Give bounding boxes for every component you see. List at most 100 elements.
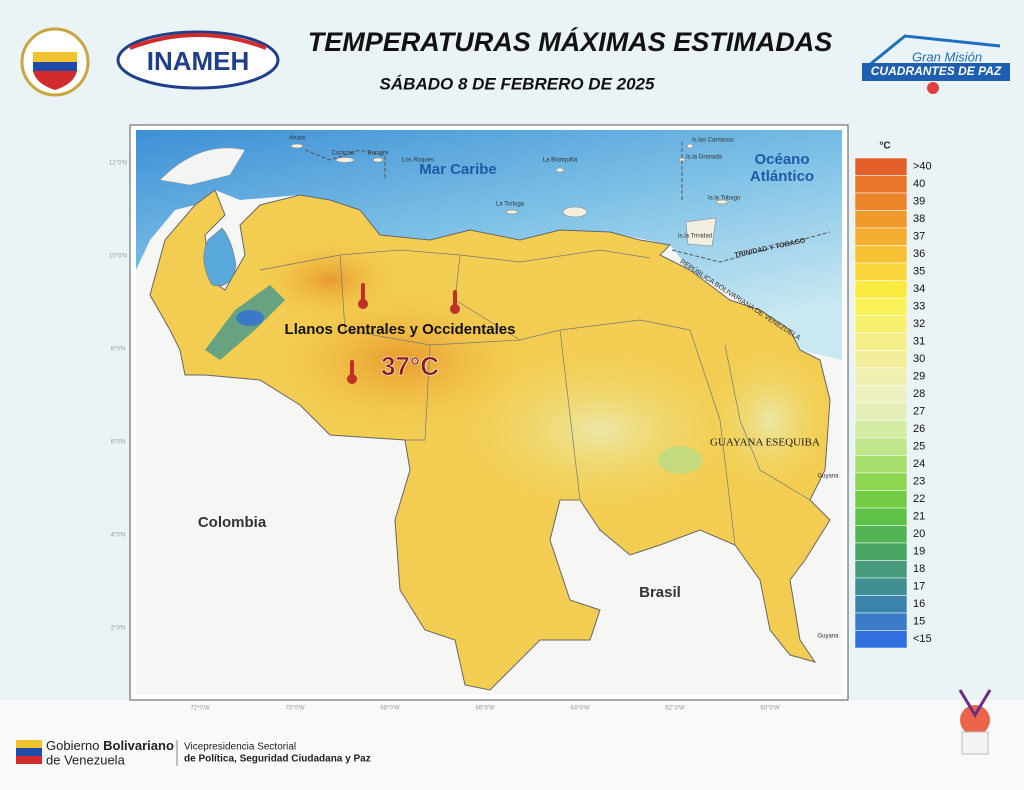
island-label: Is.las Carriacou: [692, 138, 734, 144]
island-label: Curazao: [332, 151, 355, 157]
legend-swatch: [854, 227, 908, 246]
guajira: [159, 147, 246, 186]
longitude-label: 70°0'W: [285, 706, 305, 712]
legend-label: 17: [913, 581, 925, 593]
longitude-labels: 72°0'W 70°0'W 68°0'W 66°0'W 64°0'W 62°0'W 60°0…: [190, 706, 780, 712]
legend-swatch: [854, 525, 908, 544]
legend-label: 29: [913, 371, 925, 383]
legend-swatch: [854, 490, 908, 509]
legend-label: 27: [913, 406, 925, 418]
country-label: Colombia: [198, 514, 267, 531]
legend-label: 37: [913, 231, 925, 243]
legend-swatch: [854, 315, 908, 334]
footer-band: [0, 700, 1024, 790]
footer-text: Bolivariano: [103, 738, 174, 753]
logo-text: CUADRANTES DE PAZ: [871, 64, 1002, 78]
legend-label: >40: [913, 161, 932, 173]
region-highlight: Llanos Centrales y Occidentales: [285, 321, 516, 338]
legend-swatch: [854, 542, 908, 561]
legend-label: 30: [913, 353, 925, 365]
latitude-labels: 12°0'N 10°0'N 8°0'N 6°0'N 4°0'N 2°0'N: [109, 161, 127, 632]
footer-text: Vicepresidencia Sectorial: [184, 742, 296, 753]
footer-text: de Venezuela: [46, 752, 126, 767]
legend-label: 40: [913, 178, 925, 190]
island-label: La Blanquilla: [543, 158, 578, 164]
longitude-label: 60°0'W: [760, 706, 780, 712]
latitude-label: 8°0'N: [111, 347, 126, 353]
logo-200: [958, 689, 992, 755]
thermometer-icons: [347, 283, 460, 384]
legend: >40 40 39 38 37 36 35 34 33 32 31 30 29 28 27 26 25 24 23 2…: [854, 157, 932, 649]
legend-swatch: [854, 157, 908, 176]
legend-swatch: [854, 192, 908, 211]
cool-zone: [658, 446, 702, 474]
legend-swatch: [854, 472, 908, 491]
island-label: Is.la Granada: [686, 155, 723, 161]
andes-peak: [236, 310, 264, 326]
legend-swatch: [854, 402, 908, 421]
legend-label: 22: [913, 493, 925, 505]
legend-label: 33: [913, 301, 925, 313]
longitude-label: 64°0'W: [570, 706, 590, 712]
latitude-label: 2°0'N: [111, 626, 126, 632]
footer-text: Gobierno Bolivariano: [46, 738, 174, 753]
logo-inameh: INAMEH: [116, 30, 280, 90]
hot-zone: [270, 290, 530, 430]
island-label: Los Roques: [402, 158, 434, 164]
legend-swatch: [854, 245, 908, 264]
country-label: Guyana: [817, 634, 839, 640]
title: TEMPERATURAS MÁXIMAS ESTIMADAS: [308, 26, 833, 57]
legend-label: 18: [913, 563, 925, 575]
island-label: Aruba: [289, 136, 306, 142]
legend-swatch: [854, 385, 908, 404]
latitude-label: 6°0'N: [111, 440, 126, 446]
legend-label: 39: [913, 196, 925, 208]
legend-label: 23: [913, 476, 925, 488]
legend-label: 21: [913, 511, 925, 523]
ocean: [136, 130, 842, 360]
legend-label: 15: [913, 616, 925, 628]
longitude-label: 62°0'W: [665, 706, 685, 712]
legend-swatch: [854, 175, 908, 194]
island-label: La Tortuga: [496, 202, 525, 208]
lake-maracaibo: [203, 227, 237, 287]
legend-swatch: [854, 630, 908, 649]
legend-swatch: [854, 577, 908, 596]
logo-left-seal: [20, 27, 90, 97]
longitude-label: 68°0'W: [380, 706, 400, 712]
region-label: GUAYANA ESEQUIBA: [710, 437, 820, 449]
legend-swatch: [854, 262, 908, 281]
legend-label: 38: [913, 213, 925, 225]
legend-swatch: [854, 280, 908, 299]
country-label: Brasil: [639, 584, 681, 601]
legend-label: <15: [913, 633, 932, 645]
legend-swatch: [854, 420, 908, 439]
ocean-label: Atlántico: [750, 168, 814, 185]
legend-swatch: [854, 332, 908, 351]
legend-label: 31: [913, 336, 925, 348]
legend-swatch: [854, 455, 908, 474]
legend-label: 28: [913, 388, 925, 400]
mild-zone: [460, 350, 740, 510]
island-label: Is.la Tobago: [708, 196, 741, 202]
legend-unit: °C: [879, 141, 890, 152]
legend-label: 26: [913, 423, 925, 435]
logo-right: Gran Misión CUADRANTES DE PAZ: [862, 34, 1010, 94]
ocean-label: Océano: [754, 151, 809, 168]
footer-text: de Política, Seguridad Ciudadana y Paz: [184, 754, 371, 765]
longitude-label: 72°0'W: [190, 706, 210, 712]
region-temperature: 37°C: [381, 351, 439, 381]
island-label: Is.la Trinidad: [678, 234, 712, 240]
legend-label: 36: [913, 248, 925, 260]
legend-swatch: [854, 210, 908, 229]
maritime-borders: [304, 140, 831, 263]
latitude-label: 4°0'N: [111, 533, 126, 539]
island-label: Bonaire: [368, 151, 389, 157]
footer-text: Gobierno: [46, 738, 99, 753]
legend-label: 32: [913, 318, 925, 330]
longitude-label: 66°0'W: [475, 706, 495, 712]
islands: [290, 143, 729, 247]
legend-label: 16: [913, 598, 925, 610]
